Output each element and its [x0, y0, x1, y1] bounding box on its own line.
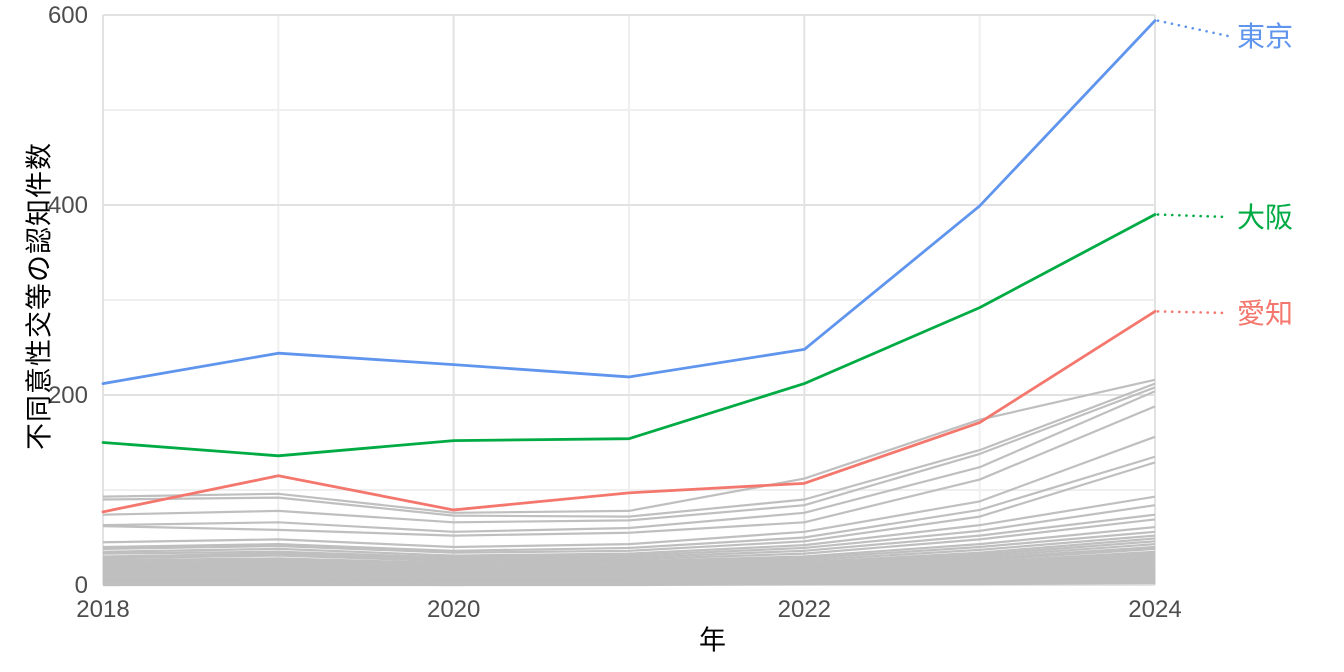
tokyo-line [101, 19, 1157, 386]
other-prefecture-line-1 [102, 382, 1156, 518]
other-prefecture-line-13 [102, 530, 1156, 566]
osaka-leader-line [1156, 213, 1230, 219]
other-prefecture-line-10 [102, 513, 1156, 561]
x-tick-label-2018: 2018 [76, 596, 129, 623]
tokyo-leader-line [1156, 19, 1230, 38]
x-tick-label-2020: 2020 [427, 596, 480, 623]
other-prefecture-line-6 [102, 455, 1156, 552]
other-prefecture-line-12 [102, 525, 1156, 565]
other-prefecture-line-7 [102, 461, 1156, 554]
y-tick-label-0: 0 [75, 572, 88, 599]
other-prefecture-line-4 [102, 405, 1156, 537]
other-prefecture-line-0 [102, 378, 1156, 514]
other-prefecture-line-11 [102, 518, 1156, 563]
osaka-label: 大阪 [1237, 202, 1293, 233]
osaka-line [101, 213, 1157, 458]
aichi-label: 愛知 [1237, 298, 1293, 329]
other-prefecture-line-2 [102, 386, 1156, 524]
tokyo-label: 東京 [1237, 21, 1293, 52]
x-tick-label-2024: 2024 [1128, 596, 1181, 623]
aichi-line [101, 309, 1157, 514]
x-tick-label-2022: 2022 [778, 596, 831, 623]
x-axis-title: 年 [699, 625, 727, 656]
y-tick-label-600: 600 [48, 2, 88, 29]
other-prefecture-line-9 [102, 504, 1156, 559]
y-tick-label-400: 400 [48, 192, 88, 219]
other-prefecture-line-8 [102, 495, 1156, 557]
other-prefecture-line-5 [102, 435, 1156, 549]
aichi-leader-line [1156, 310, 1230, 315]
y-tick-label-200: 200 [48, 382, 88, 409]
y-axis-title: 不同意性交等の認知件数 [24, 142, 55, 450]
other-prefecture-line-3 [102, 390, 1156, 533]
other-prefecture-line-43 [103, 581, 1156, 587]
